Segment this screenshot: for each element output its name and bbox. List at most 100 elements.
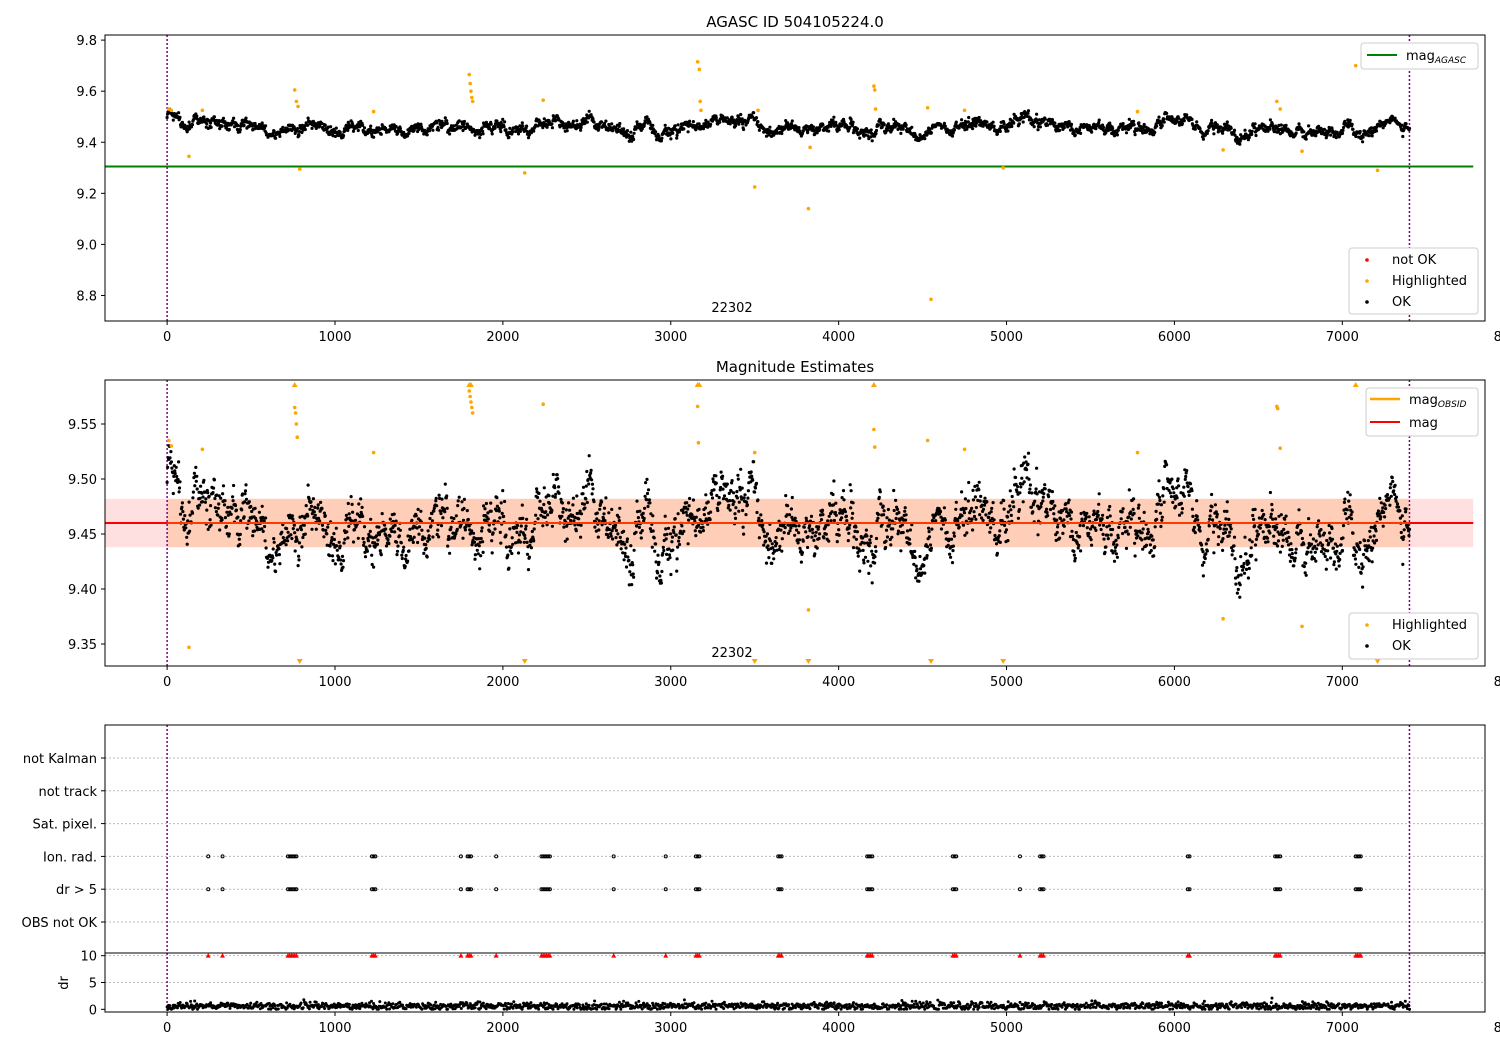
ok-point (498, 516, 502, 520)
ok-point (1322, 127, 1326, 131)
ok-point (1225, 500, 1229, 504)
ok-point (1127, 515, 1131, 519)
ok-point (926, 545, 930, 549)
ok-point (629, 130, 633, 134)
ok-point (556, 477, 560, 481)
ok-point (809, 514, 814, 519)
ok-point (342, 541, 346, 545)
ok-point (614, 536, 618, 540)
ok-point (943, 124, 947, 128)
ok-point (978, 513, 982, 517)
ok-point (826, 519, 830, 523)
ok-point (375, 542, 379, 546)
ok-point (970, 506, 974, 510)
ok-point (265, 556, 270, 561)
ok-point (479, 554, 483, 558)
ok-point (1213, 503, 1217, 507)
ok-point (1055, 530, 1059, 535)
ok-point (800, 551, 805, 555)
ok-point (1085, 526, 1089, 530)
ok-point (848, 483, 852, 487)
ok-point (377, 525, 381, 529)
ok-point (425, 555, 429, 559)
ok-point (636, 516, 641, 520)
y-tick-label: 9.4 (76, 136, 97, 151)
ok-point (1153, 545, 1157, 549)
ok-point (384, 534, 388, 538)
ok-point (165, 115, 169, 120)
ok-point (751, 115, 755, 119)
ok-point (264, 546, 268, 550)
ok-point (1218, 527, 1222, 531)
ok-point (1219, 125, 1223, 129)
ok-point (499, 130, 503, 134)
ok-point (851, 511, 855, 515)
ok-point (832, 115, 836, 119)
panel2-title: Magnitude Estimates (716, 358, 874, 376)
ok-point (177, 486, 182, 490)
ok-point (866, 134, 870, 138)
ok-point (1250, 540, 1254, 544)
ok-point (479, 132, 483, 137)
ok-point (309, 504, 314, 508)
ok-point (974, 124, 978, 128)
ok-point (577, 517, 581, 521)
ok-point (1268, 531, 1272, 535)
ok-point (347, 512, 351, 516)
ok-point (767, 556, 771, 560)
ok-point (1079, 511, 1083, 516)
ok-point (1177, 484, 1181, 488)
ok-point (904, 513, 908, 517)
ok-point (987, 515, 991, 520)
ok-point (592, 500, 596, 504)
ok-point (637, 525, 642, 530)
ok-point (951, 549, 955, 553)
ok-point (701, 525, 705, 529)
ok-point (1062, 524, 1066, 528)
ok-point (1090, 543, 1094, 547)
ok-point (397, 534, 401, 538)
ok-point (296, 528, 300, 532)
ok-point (718, 488, 722, 492)
ok-point (1156, 493, 1160, 497)
ok-point (1030, 118, 1034, 122)
ok-point (374, 534, 379, 538)
ok-point (553, 495, 557, 499)
ok-point (516, 132, 521, 136)
ok-point (394, 124, 398, 129)
ok-point (1158, 511, 1162, 515)
magnitude-estimates-panel: Magnitude Estimates 0 1000 2000 3000 4000 500… (68, 358, 1500, 690)
ok-point (675, 557, 679, 561)
ok-point (706, 120, 710, 124)
ok-point (473, 557, 477, 561)
ok-point (802, 525, 806, 529)
ok-point (434, 499, 438, 503)
ok-point (743, 493, 747, 497)
ok-point (1064, 502, 1068, 506)
ok-point (609, 534, 613, 538)
ok-point (477, 544, 481, 548)
ok-point (274, 569, 278, 574)
ok-point (1090, 130, 1094, 134)
ok-point (606, 535, 610, 540)
ok-point (725, 116, 729, 120)
x-tick-label: 4000 (822, 330, 855, 345)
ok-point (1099, 527, 1103, 532)
ok-point (1041, 495, 1045, 499)
ok-point (746, 489, 751, 493)
ok-point (1239, 573, 1243, 577)
ok-point (203, 500, 207, 504)
ok-point (1006, 129, 1010, 133)
panel1-legend-bottom: not OK Highlighted OK (1348, 247, 1479, 315)
ok-point (597, 124, 601, 128)
ok-point (1124, 131, 1129, 135)
ok-point (648, 527, 653, 531)
ok-point (1010, 494, 1014, 499)
ok-point (360, 505, 364, 509)
ok-point (525, 540, 529, 545)
ok-point (874, 128, 879, 133)
ok-point (768, 125, 772, 129)
ok-point (788, 529, 792, 533)
ok-point (1090, 524, 1095, 529)
highlighted-point (752, 185, 757, 189)
